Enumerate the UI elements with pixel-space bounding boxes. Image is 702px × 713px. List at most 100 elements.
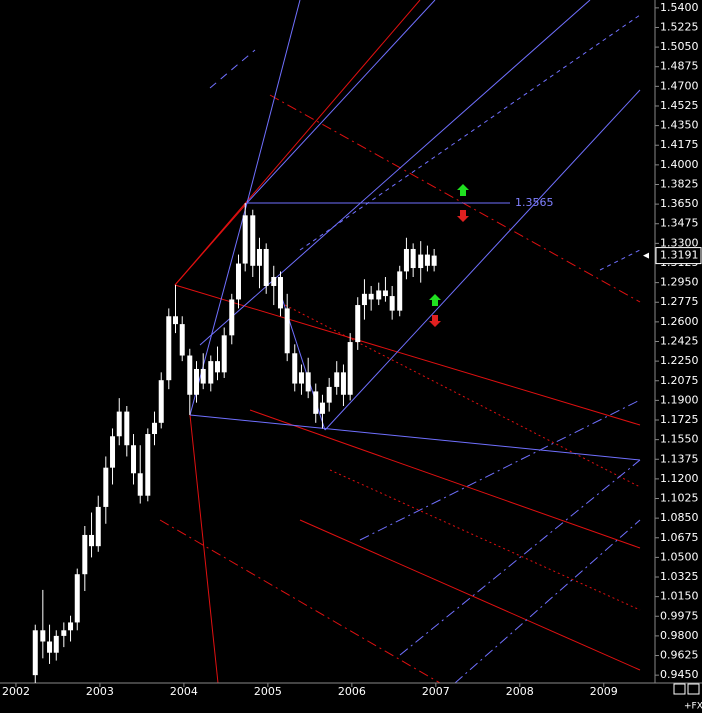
x-tick-label: 2009 <box>590 685 618 698</box>
y-tick-label: 0.9800 <box>660 629 699 642</box>
x-tick-label: 2008 <box>506 685 534 698</box>
level-label: 1.3565 <box>515 196 554 209</box>
last-price-box <box>655 247 702 265</box>
candle-body <box>403 248 409 272</box>
candle-body <box>326 386 332 403</box>
y-tick-label: 1.1375 <box>660 452 699 465</box>
candle-body <box>431 255 437 266</box>
candle-body <box>124 411 130 446</box>
y-tick-label: 1.4350 <box>660 119 699 132</box>
candle-body <box>116 411 122 437</box>
y-tick-label: 0.9975 <box>660 609 699 622</box>
candle-body <box>271 277 277 286</box>
candle-body <box>40 630 46 642</box>
y-tick-label: 0.9625 <box>660 649 699 662</box>
candle-body <box>298 372 304 384</box>
candle-body <box>74 574 80 623</box>
candle-body <box>187 355 193 395</box>
y-tick-label: 1.3300 <box>660 236 699 249</box>
y-tick-label: 1.1025 <box>660 492 699 505</box>
candle-body <box>131 445 137 474</box>
candle-body <box>263 248 269 286</box>
signal-arrows <box>429 184 469 327</box>
y-tick-label: 1.0675 <box>660 531 699 544</box>
candle-body <box>397 271 403 311</box>
y-tick-label: 1.2775 <box>660 295 699 308</box>
y-tick-label: 1.1900 <box>660 393 699 406</box>
candle-body <box>424 254 430 266</box>
candle-body <box>194 368 199 395</box>
candle-body <box>410 248 416 269</box>
y-tick-label: 1.1550 <box>660 433 699 446</box>
x-tick-label: 2002 <box>2 685 30 698</box>
candle-body <box>256 248 262 266</box>
candle-body <box>82 534 88 575</box>
y-tick-label: 1.5400 <box>660 1 699 14</box>
candle-body <box>313 391 319 414</box>
candle-body <box>68 622 74 631</box>
candle-body <box>173 316 179 325</box>
candle-body <box>166 316 172 381</box>
footer: +FX <box>684 702 702 712</box>
candle-body <box>284 308 290 354</box>
candle-body <box>418 254 424 269</box>
candle-body <box>53 635 59 653</box>
y-tick-label: 1.4875 <box>660 60 699 73</box>
candle-body <box>292 353 298 384</box>
candle-body <box>145 434 151 496</box>
y-tick-label: 1.2075 <box>660 374 699 387</box>
candle-body <box>200 368 206 384</box>
candle-body <box>221 335 227 373</box>
y-tick-label: 1.2950 <box>660 276 699 289</box>
button[interactable] <box>687 683 700 695</box>
candle-body <box>389 296 395 311</box>
y-tick-label: 1.4000 <box>660 158 699 171</box>
last-price-label: 1.3191 <box>660 249 699 262</box>
candle-body <box>250 215 256 266</box>
candle-body <box>103 467 109 507</box>
y-tick-label: 1.2600 <box>660 315 699 328</box>
candle-body <box>376 290 382 300</box>
candle-body <box>152 422 158 435</box>
y-tick-label: 1.2250 <box>660 354 699 367</box>
y-tick-label: 1.5050 <box>660 40 699 53</box>
x-tick-label: 2007 <box>422 685 450 698</box>
price-pointer <box>643 252 649 259</box>
candle-body <box>319 402 325 414</box>
candle-body <box>235 263 241 300</box>
y-tick-label: 1.2425 <box>660 335 699 348</box>
candle-body <box>208 361 214 384</box>
x-tick-label: 2003 <box>86 685 114 698</box>
y-tick-label: 1.4700 <box>660 79 699 92</box>
candle-body <box>242 215 248 264</box>
candle-body <box>158 380 164 423</box>
candle-body <box>95 506 101 547</box>
candle-body <box>110 436 116 468</box>
candle-body <box>47 641 53 653</box>
candle-body <box>340 372 346 395</box>
candle-body <box>305 372 311 392</box>
y-tick-label: 1.5225 <box>660 20 699 33</box>
candle-body <box>368 293 374 300</box>
y-tick-label: 1.1200 <box>660 472 699 485</box>
y-tick-label: 1.0150 <box>660 590 699 603</box>
candle-body <box>361 293 367 306</box>
candle-body <box>277 277 283 309</box>
x-tick-label: 2004 <box>170 685 198 698</box>
candle-body <box>32 630 38 676</box>
candle-body <box>334 372 340 387</box>
candle-body <box>355 305 361 343</box>
x-tick-label: 2005 <box>254 685 282 698</box>
y-tick-label: 1.4175 <box>660 138 699 151</box>
candle-body <box>229 299 235 336</box>
y-tick-label: 1.0500 <box>660 550 699 563</box>
y-tick-label: 1.0325 <box>660 570 699 583</box>
candle-body <box>382 290 388 297</box>
y-tick-label: 1.4525 <box>660 99 699 112</box>
x-tick-label: 2006 <box>338 685 366 698</box>
candle-body <box>214 361 220 373</box>
y-tick-label: 1.3825 <box>660 177 699 190</box>
button[interactable] <box>673 683 686 695</box>
